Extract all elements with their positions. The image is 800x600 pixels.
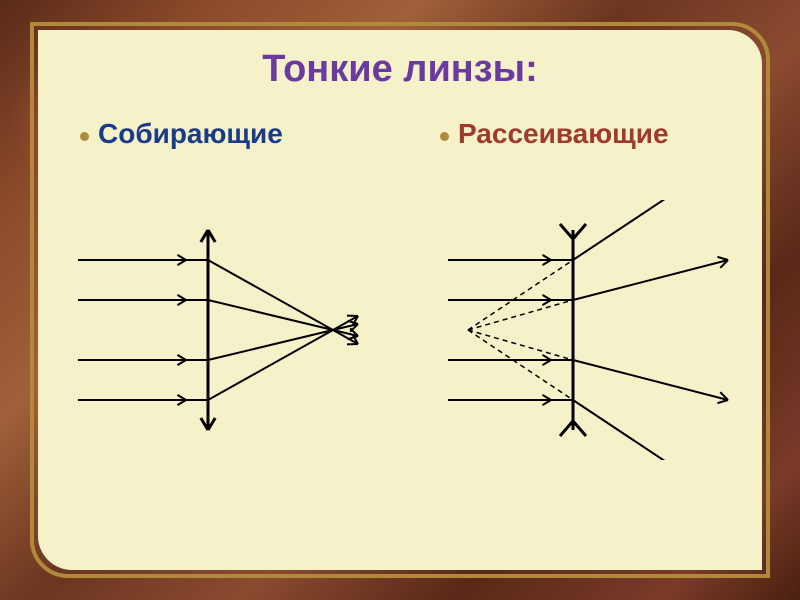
bullet-icon bbox=[440, 132, 449, 141]
diagram-converging bbox=[58, 200, 388, 460]
subtitle-converging: Собирающие bbox=[98, 118, 283, 150]
background-frame: Тонкие линзы: Собирающие Рассеивающие bbox=[0, 0, 800, 600]
bullet-icon bbox=[80, 132, 89, 141]
content-card: Тонкие линзы: Собирающие Рассеивающие bbox=[30, 22, 770, 578]
card-inner: Тонкие линзы: Собирающие Рассеивающие bbox=[38, 30, 762, 570]
slide-title: Тонкие линзы: bbox=[38, 48, 762, 91]
subtitle-diverging: Рассеивающие bbox=[458, 118, 669, 150]
diagram-diverging bbox=[408, 200, 758, 460]
